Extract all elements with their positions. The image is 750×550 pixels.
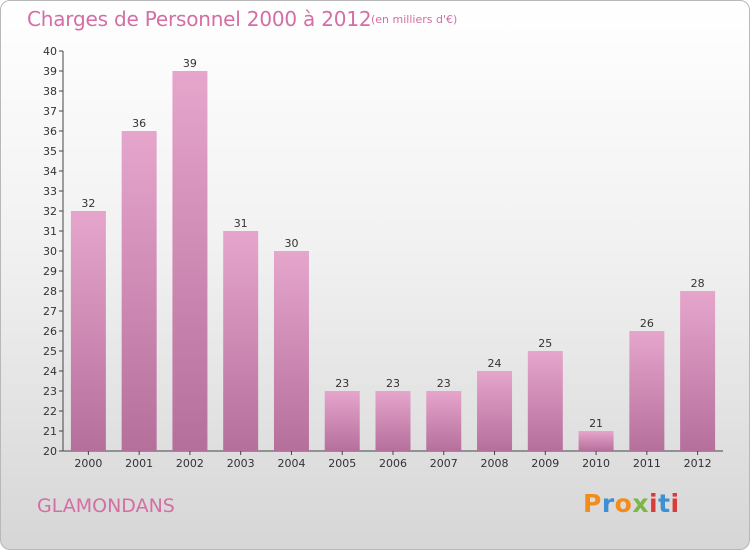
bar xyxy=(273,251,309,451)
data-label: 31 xyxy=(234,217,248,230)
y-tick-label: 29 xyxy=(43,265,57,278)
y-tick-label: 31 xyxy=(43,225,57,238)
y-tick-label: 39 xyxy=(43,65,57,78)
bar xyxy=(527,351,563,451)
logo-letter: o xyxy=(614,489,633,518)
logo-letter: t xyxy=(658,489,671,518)
data-label: 36 xyxy=(132,117,146,130)
y-tick-label: 40 xyxy=(43,45,57,58)
bar xyxy=(121,131,157,451)
y-tick-label: 23 xyxy=(43,385,57,398)
y-tick-label: 28 xyxy=(43,285,57,298)
chart-title: Charges de Personnel 2000 à 2012 xyxy=(27,7,372,31)
data-label: 23 xyxy=(335,377,349,390)
x-tick-label: 2002 xyxy=(176,457,204,470)
data-labels: 32 36 39 31 30 23 23 23 24 25 21 26 28 xyxy=(81,57,704,430)
x-tick-label: 2001 xyxy=(125,457,153,470)
x-tick-label: 2008 xyxy=(481,457,509,470)
x-tick-label: 2012 xyxy=(684,457,712,470)
y-tick-label: 20 xyxy=(43,445,57,458)
data-label: 24 xyxy=(488,357,502,370)
y-tick-label: 33 xyxy=(43,185,57,198)
bar xyxy=(223,231,259,451)
x-tick-label: 2003 xyxy=(227,457,255,470)
x-tick-label: 2006 xyxy=(379,457,407,470)
data-label: 21 xyxy=(589,417,603,430)
y-tick-label: 36 xyxy=(43,125,57,138)
commune-name: GLAMONDANS xyxy=(37,495,175,517)
x-tick-label: 2007 xyxy=(430,457,458,470)
y-tick-label: 25 xyxy=(43,345,57,358)
x-tick-label: 2009 xyxy=(531,457,559,470)
bar xyxy=(70,211,106,451)
logo-letter: x xyxy=(632,489,649,518)
x-axis: 2000 2001 2002 2003 2004 2005 2006 2007 2008 2009… xyxy=(63,450,723,470)
x-tick-label: 2004 xyxy=(277,457,305,470)
y-tick-label: 26 xyxy=(43,325,57,338)
x-tick-label: 2000 xyxy=(74,457,102,470)
bar xyxy=(629,331,665,451)
data-label: 23 xyxy=(437,377,451,390)
logo-letter: P xyxy=(583,489,602,518)
data-label: 39 xyxy=(183,57,197,70)
bar xyxy=(578,431,614,451)
data-label: 28 xyxy=(691,277,705,290)
bar xyxy=(172,71,208,451)
y-tick-label: 21 xyxy=(43,425,57,438)
y-axis: 20 21 22 23 24 25 26 27 28 29 30 31 32 33 34 35 36 37 38 39… xyxy=(43,45,64,458)
y-tick-label: 35 xyxy=(43,145,57,158)
y-tick-label: 27 xyxy=(43,305,57,318)
bar xyxy=(375,391,411,451)
data-label: 30 xyxy=(284,237,298,250)
proxiti-logo: Proxiti xyxy=(583,489,680,518)
y-tick-label: 24 xyxy=(43,365,57,378)
data-label: 23 xyxy=(386,377,400,390)
data-label: 25 xyxy=(538,337,552,350)
logo-letter: i xyxy=(649,489,659,518)
chart-subtitle: (en milliers d'€) xyxy=(371,13,458,26)
bar xyxy=(680,291,716,451)
data-label: 26 xyxy=(640,317,654,330)
bar xyxy=(426,391,462,451)
logo-letter: r xyxy=(601,489,615,518)
x-tick-label: 2011 xyxy=(633,457,661,470)
y-tick-label: 32 xyxy=(43,205,57,218)
y-tick-label: 22 xyxy=(43,405,57,418)
x-tick-label: 2005 xyxy=(328,457,356,470)
bars xyxy=(70,71,716,451)
y-tick-label: 34 xyxy=(43,165,57,178)
data-label: 32 xyxy=(81,197,95,210)
y-tick-label: 38 xyxy=(43,85,57,98)
x-tick-label: 2010 xyxy=(582,457,610,470)
y-tick-label: 37 xyxy=(43,105,57,118)
logo-letter: i xyxy=(670,489,680,518)
y-tick-label: 30 xyxy=(43,245,57,258)
bar xyxy=(477,371,513,451)
bar xyxy=(324,391,360,451)
